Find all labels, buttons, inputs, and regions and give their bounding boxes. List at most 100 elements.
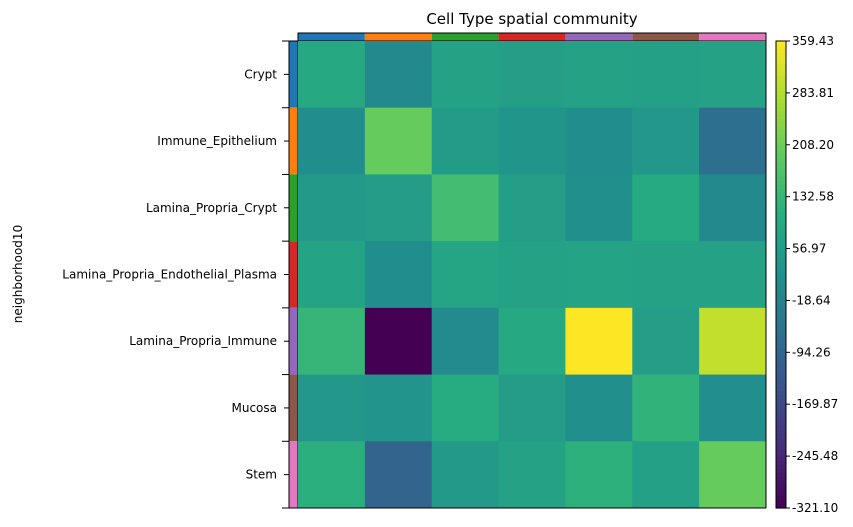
- colorbar-segment: [776, 336, 786, 342]
- colorbar-segment: [776, 76, 786, 81]
- colorbar-tick-label: 132.58: [792, 190, 834, 204]
- colorbar-segment: [776, 235, 786, 241]
- colorbar-segment: [776, 223, 786, 229]
- colorbar-segment: [776, 169, 786, 174]
- colorbar-segment: [776, 177, 786, 182]
- heatmap-cell: [699, 441, 767, 509]
- colorbar-segment: [776, 480, 786, 486]
- heatmap-cell: [498, 41, 566, 109]
- row-label: Crypt: [244, 67, 277, 81]
- colorbar-segment: [776, 68, 786, 73]
- heatmap-cell: [364, 174, 433, 242]
- colorbar-segment: [776, 278, 786, 283]
- colorbar-segment: [776, 196, 786, 202]
- colorbar-segment: [776, 313, 786, 318]
- heatmap-cell: [699, 41, 767, 109]
- row-label: Lamina_Propria_Crypt: [146, 201, 277, 215]
- heatmap-cell: [632, 107, 700, 175]
- heatmap-cell: [298, 41, 366, 109]
- colorbar-segment: [776, 445, 786, 451]
- heatmap-cell: [565, 374, 633, 442]
- heatmap-cell: [699, 374, 767, 442]
- colorbar-segment: [776, 360, 786, 365]
- heatmap-cell: [699, 107, 767, 175]
- column-color-block: [364, 33, 432, 41]
- row-label: Immune_Epithelium: [157, 134, 277, 148]
- colorbar-segment: [776, 441, 786, 447]
- row-color-block: [289, 307, 298, 375]
- heatmap-cell: [699, 241, 767, 309]
- colorbar-segment: [776, 344, 786, 350]
- colorbar-segment: [776, 301, 786, 307]
- colorbar-segment: [776, 293, 786, 299]
- heatmap-cell: [699, 174, 767, 242]
- heatmap-cell: [298, 441, 366, 509]
- colorbar-segment: [776, 48, 786, 54]
- colorbar-tick-label: -94.26: [792, 345, 831, 359]
- colorbar-segment: [776, 356, 786, 361]
- column-color-block: [699, 33, 766, 41]
- colorbar-segment: [776, 87, 786, 93]
- colorbar-segment: [776, 91, 786, 97]
- colorbar-segment: [776, 371, 786, 377]
- colorbar-segment: [776, 437, 786, 443]
- heatmap-cell: [298, 107, 366, 175]
- colorbar-segment: [776, 83, 786, 89]
- colorbar-segment: [776, 165, 786, 171]
- colorbar-segment: [776, 383, 786, 388]
- colorbar-segment: [776, 99, 786, 104]
- colorbar-segment: [776, 103, 786, 108]
- colorbar-segment: [776, 418, 786, 423]
- heatmap-cell: [298, 241, 366, 309]
- colorbar-tick-label: -18.64: [792, 293, 831, 307]
- colorbar-segment: [776, 426, 786, 431]
- colorbar-segment: [776, 114, 786, 120]
- column-color-block: [565, 33, 633, 41]
- heatmap-cell: [431, 41, 500, 109]
- colorbar-segment: [776, 484, 786, 490]
- heatmap-cell: [498, 374, 566, 442]
- column-color-block: [298, 33, 365, 41]
- colorbar-segment: [776, 449, 786, 455]
- colorbar-segment: [776, 72, 786, 77]
- colorbar: 359.43 283.81 208.20 132.58 56.97 -18.64 -94.2…: [775, 34, 838, 515]
- colorbar-segment: [776, 216, 786, 221]
- colorbar-segment: [776, 297, 786, 303]
- colorbar-segment: [776, 231, 786, 237]
- row-color-block: [289, 41, 298, 108]
- colorbar-segment: [776, 181, 786, 186]
- colorbar-segment: [776, 258, 786, 264]
- colorbar-segment: [776, 146, 786, 151]
- colorbar-segment: [776, 262, 786, 268]
- colorbar-segment: [776, 290, 786, 295]
- chart-title: Cell Type spatial community: [426, 10, 637, 28]
- heatmap-cell: [364, 241, 433, 309]
- colorbar-segment: [776, 399, 786, 404]
- colorbar-segment: [776, 325, 786, 330]
- colorbar-segment: [776, 161, 786, 167]
- colorbar-segment: [776, 453, 786, 459]
- colorbar-segment: [776, 192, 786, 198]
- row-color-block: [289, 107, 298, 175]
- heatmap-cell: [632, 41, 700, 109]
- colorbar-segment: [776, 469, 786, 474]
- heatmap-cell: [364, 374, 433, 442]
- colorbar-segment: [776, 111, 786, 116]
- colorbar-segment: [776, 348, 786, 353]
- row-color-block: [289, 441, 298, 508]
- heatmap-cell: [431, 241, 500, 309]
- colorbar-segment: [776, 492, 786, 497]
- colorbar-segment: [776, 153, 786, 159]
- colorbar-segment: [776, 126, 786, 132]
- heatmap-cell: [632, 174, 700, 242]
- colorbar-frame: [775, 40, 787, 509]
- colorbar-segment: [776, 387, 786, 392]
- colorbar-tick-label: 359.43: [792, 34, 834, 48]
- colorbar-segment: [776, 79, 786, 85]
- colorbar-segment: [776, 395, 786, 400]
- colorbar-segment: [776, 317, 786, 322]
- colorbar-segment: [776, 266, 786, 272]
- colorbar-segment: [776, 255, 786, 260]
- colorbar-segment: [776, 422, 786, 427]
- colorbar-segment: [776, 364, 786, 369]
